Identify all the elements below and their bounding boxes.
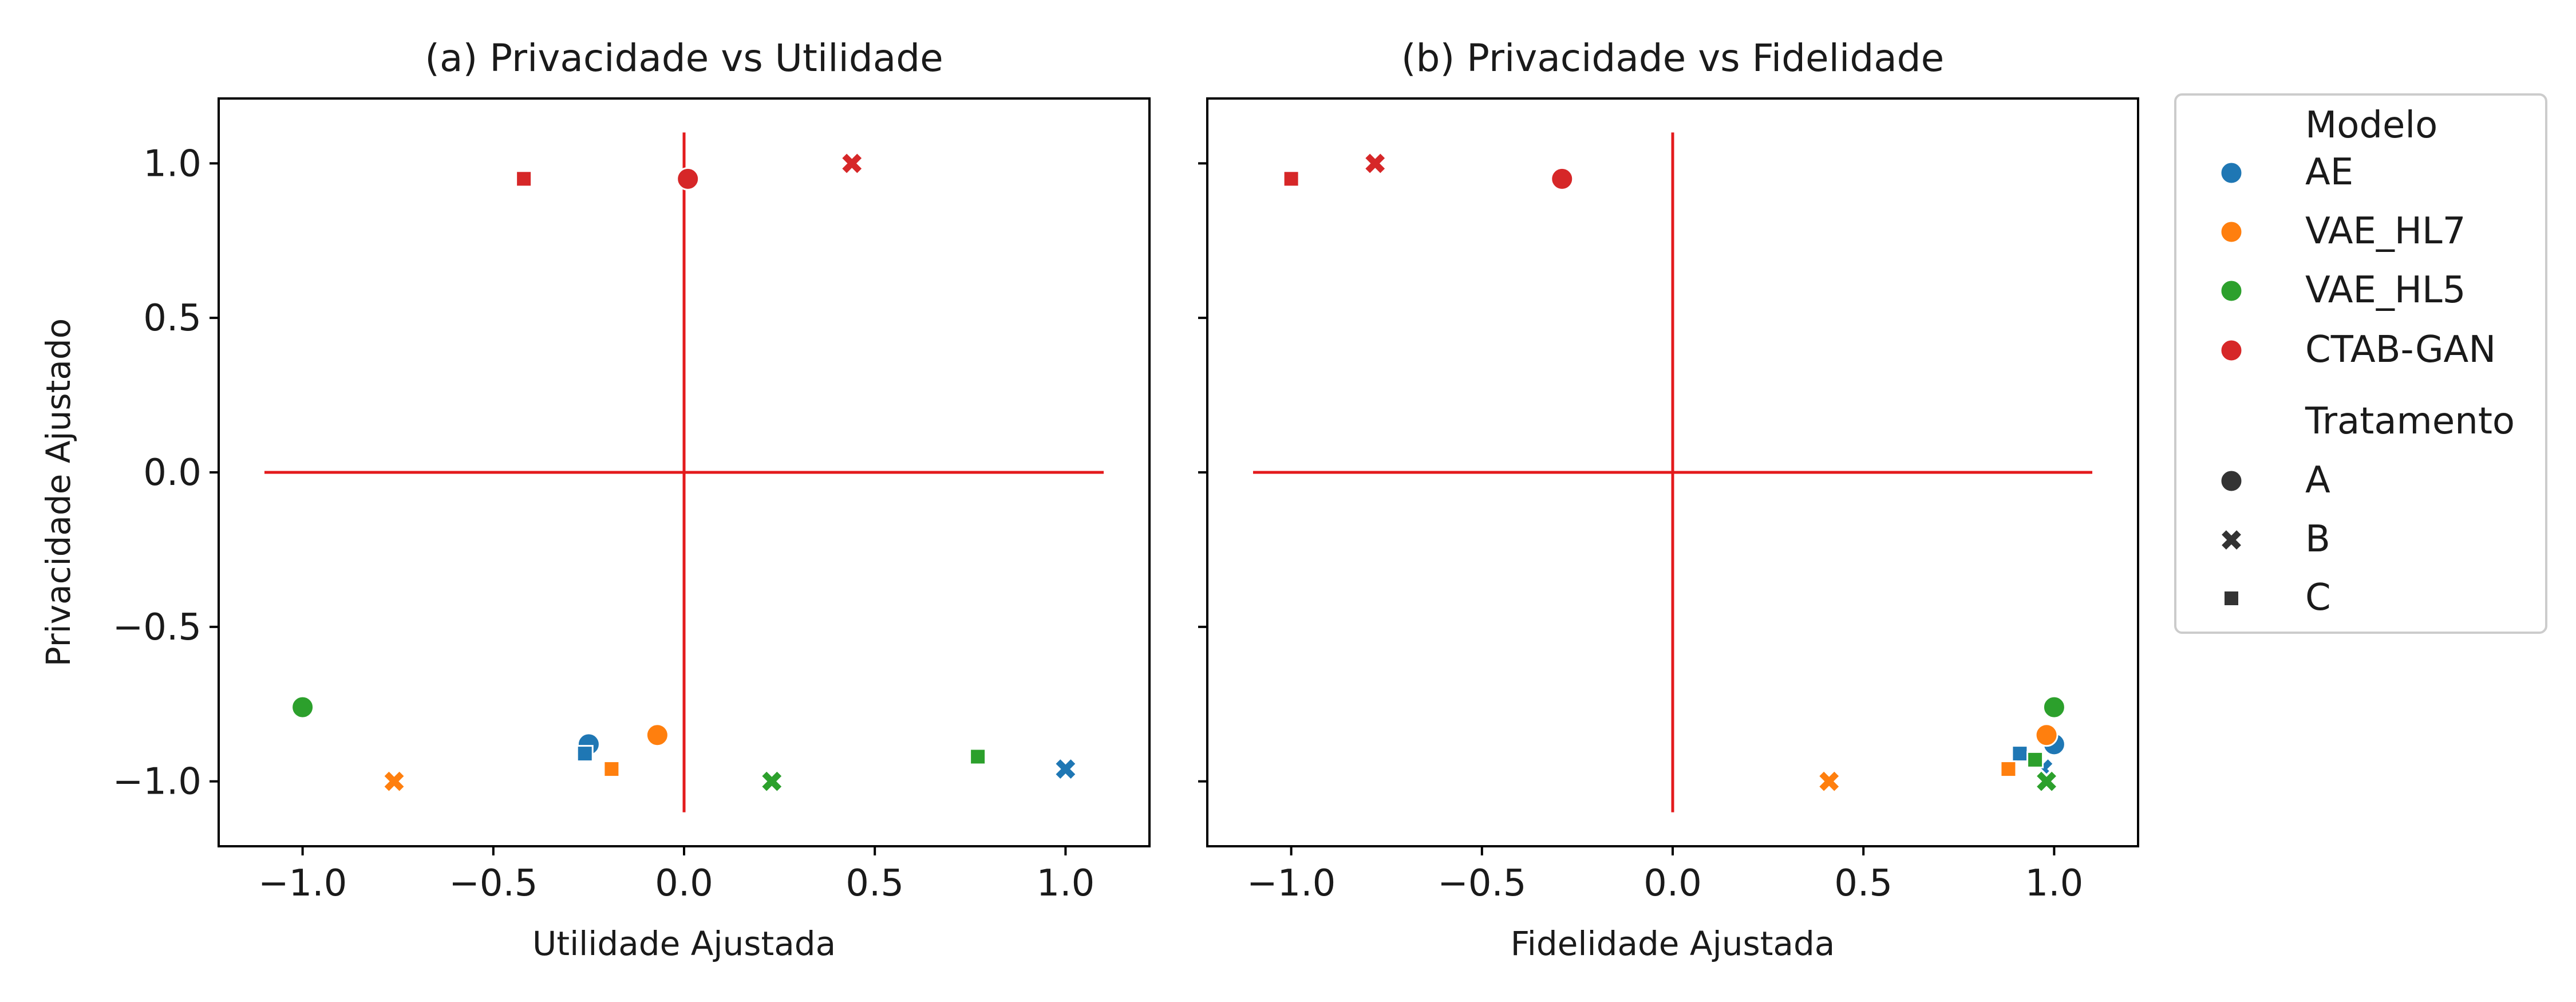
legend-marker-treatment-c — [2223, 590, 2240, 607]
legend-marker-treatment-a — [2219, 469, 2243, 493]
point-vae_hl5-c — [969, 748, 987, 766]
x-tick-label: −1.0 — [1247, 862, 1336, 905]
x-tick-label: −0.5 — [1437, 862, 1526, 905]
point-vae_hl5-a — [291, 695, 315, 719]
legend-title-treatment: Tratamento — [2305, 400, 2515, 443]
plot-area: −1.0 −0.5 0.0 0.5 1.0 — [1198, 97, 2139, 905]
y-tick-label: 0.0 — [143, 452, 202, 494]
point-vae_hl5-b — [2037, 771, 2056, 791]
point-ctab-gan-a — [676, 167, 700, 191]
legend-label-vae_hl7: VAE_HL7 — [2305, 210, 2466, 253]
legend-label-vae_hl5: VAE_HL5 — [2305, 269, 2466, 311]
y-tick-label: 0.5 — [143, 297, 202, 340]
point-ctab-gan-b — [842, 153, 862, 173]
legend-marker-vae_hl5 — [2219, 279, 2243, 303]
y-tick-label: −0.5 — [113, 606, 202, 649]
legend-frame — [2174, 93, 2547, 634]
legend-label-treatment-a: A — [2305, 459, 2330, 502]
point-ae-b — [1056, 759, 1076, 779]
legend-marker-ctab-gan — [2219, 338, 2243, 362]
panel-title: (b) Privacidade vs Fidelidade — [1401, 36, 1944, 80]
x-tick-label: 0.5 — [846, 862, 904, 905]
point-ctab-gan-b — [1365, 153, 1385, 173]
legend-marker-treatment-b — [2222, 530, 2241, 550]
panel-privacy-vs-utility: (a) Privacidade vs Utilidade Utilidade A… — [39, 36, 1151, 963]
point-vae_hl7-b — [1819, 771, 1839, 791]
point-ae-c — [576, 745, 594, 763]
point-vae_hl5-b — [762, 771, 782, 791]
y-axis-label: Privacidade Ajustado — [39, 318, 78, 666]
x-axis-label: Utilidade Ajustada — [532, 924, 836, 963]
point-vae_hl7-b — [384, 771, 404, 791]
point-vae_hl7-c — [603, 760, 621, 778]
point-ctab-gan-c — [515, 170, 533, 188]
legend-items: AE VAE_HL7 VAE_HL5 CTAB-GAN ABC — [2216, 151, 2496, 619]
point-vae_hl5-c — [2026, 751, 2044, 768]
x-tick-label: 1.0 — [2025, 862, 2084, 905]
legend-label-ae: AE — [2305, 151, 2353, 194]
legend-label-ctab-gan: CTAB-GAN — [2305, 329, 2496, 371]
legend-title-model: Modelo — [2305, 104, 2437, 147]
x-tick-label: −1.0 — [258, 862, 347, 905]
plot-area: −1.0 −0.5 0.0 0.5 1.0 −1.0 −0.5 0.0 0.5 1.0 — [113, 97, 1151, 905]
x-tick-label: 1.0 — [1037, 862, 1095, 905]
legend-label-treatment-c: C — [2305, 577, 2331, 619]
x-tick-label: 0.5 — [1834, 862, 1893, 905]
x-tick-label: −0.5 — [449, 862, 538, 905]
legend-marker-ae — [2219, 161, 2243, 185]
panel-privacy-vs-fidelity: (b) Privacidade vs Fidelidade Fidelidade… — [1198, 36, 2139, 963]
x-axis-label: Fidelidade Ajustada — [1511, 924, 1835, 963]
legend-marker-vae_hl7 — [2219, 220, 2243, 244]
x-tick-label: 0.0 — [655, 862, 713, 905]
legend: Modelo Tratamento AE VAE_HL7 VAE_HL5 CTAB-G… — [2174, 93, 2547, 634]
legend-label-treatment-b: B — [2305, 518, 2330, 561]
point-vae_hl5-a — [2042, 695, 2066, 719]
point-ctab-gan-a — [1550, 167, 1574, 191]
y-tick-label: 1.0 — [143, 143, 202, 185]
panel-title: (a) Privacidade vs Utilidade — [425, 36, 943, 80]
y-tick-label: −1.0 — [113, 761, 202, 803]
x-tick-label: 0.0 — [1643, 862, 1702, 905]
point-ae-c — [2011, 745, 2029, 763]
point-ctab-gan-c — [1282, 170, 1300, 188]
point-vae_hl7-a — [645, 723, 669, 747]
point-vae_hl7-c — [2000, 760, 2017, 778]
point-vae_hl7-a — [2034, 723, 2059, 747]
